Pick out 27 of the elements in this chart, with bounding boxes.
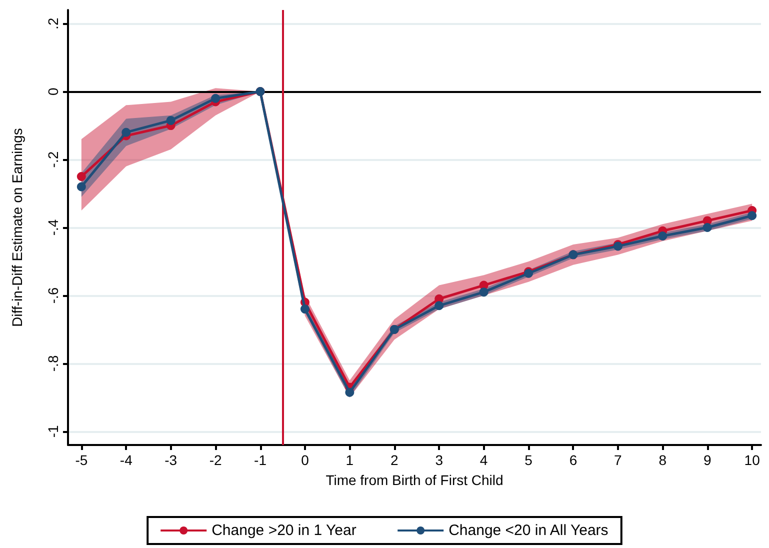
x-tick-label: 0 xyxy=(301,452,310,468)
legend-label: Change <20 in All Years xyxy=(448,522,608,539)
x-tick-label: -3 xyxy=(164,452,178,468)
legend-label: Change >20 in 1 Year xyxy=(212,522,356,539)
x-tick-label: -1 xyxy=(254,452,267,468)
x-tick-label: 8 xyxy=(658,452,667,468)
x-tick-label: -4 xyxy=(120,452,133,468)
x-tick-label: 10 xyxy=(744,452,760,468)
x-tick-label: 9 xyxy=(703,452,712,468)
y-axis-title: Diff-in-Diff Estimate on Earnings xyxy=(9,128,25,327)
x-tick-label: -2 xyxy=(209,452,222,468)
x-tick-label: 7 xyxy=(614,452,622,468)
x-tick-label: 2 xyxy=(390,452,398,468)
y-tick-label: -.6 xyxy=(45,287,61,304)
y-tick-label: -1 xyxy=(45,424,61,438)
x-tick-label: 3 xyxy=(435,452,444,468)
x-tick-label: 4 xyxy=(480,452,488,468)
y-tick-label: .2 xyxy=(45,18,61,30)
x-axis-title: Time from Birth of First Child xyxy=(326,472,504,488)
x-tick-label: 5 xyxy=(524,452,533,468)
x-tick-label: -5 xyxy=(75,452,88,468)
y-tick-label: -.4 xyxy=(45,219,61,236)
y-tick-label: -.2 xyxy=(45,151,61,168)
y-tick-label: -.8 xyxy=(45,355,61,372)
x-tick-label: 6 xyxy=(569,452,578,468)
y-tick-label: 0 xyxy=(45,87,61,96)
x-tick-label: 1 xyxy=(346,452,354,468)
